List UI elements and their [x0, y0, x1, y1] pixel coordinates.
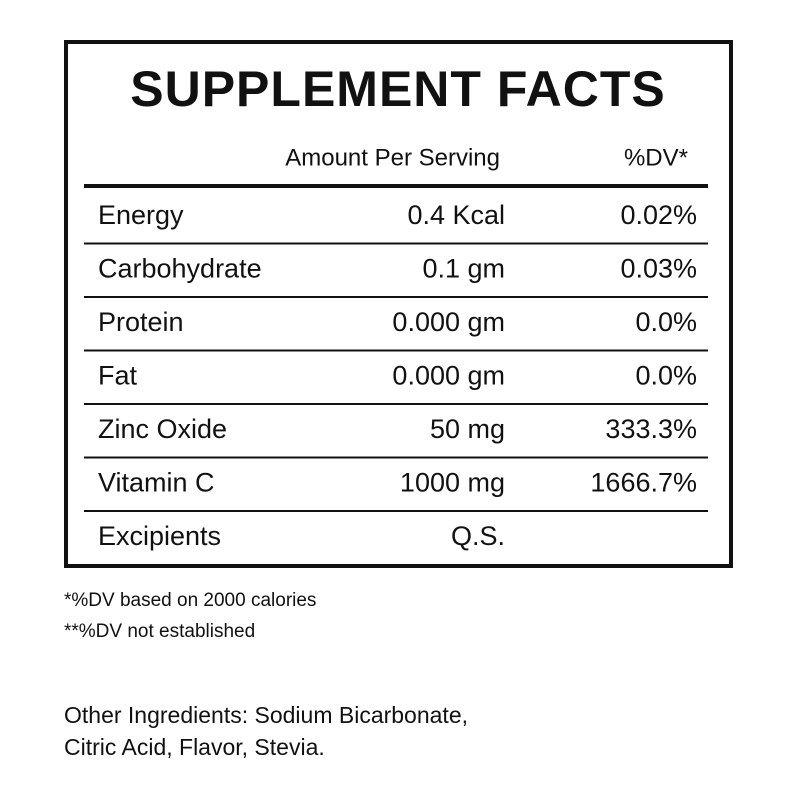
- label-border: [64, 40, 733, 568]
- table-cell: Energy: [98, 200, 184, 230]
- header-amount: Amount Per Serving: [285, 144, 500, 171]
- table-cell: Carbohydrate: [98, 253, 262, 283]
- footnote: **%DV not established: [64, 621, 255, 642]
- table-cell: 50 mg: [430, 414, 505, 444]
- table-cell: 0.4 Kcal: [407, 200, 505, 230]
- table-cell: Q.S.: [451, 521, 505, 551]
- other-ingredients: Other Ingredients: Sodium Bicarbonate,: [64, 702, 468, 728]
- table-cell: 0.0%: [635, 307, 697, 337]
- table-cell: 1000 mg: [400, 467, 505, 497]
- table-cell: 0.000 gm: [392, 360, 505, 390]
- table-cell: Zinc Oxide: [98, 414, 227, 444]
- footnote: *%DV based on 2000 calories: [64, 590, 316, 611]
- table-cell: 0.03%: [620, 253, 697, 283]
- header-dv: %DV*: [624, 144, 688, 171]
- table-cell: 333.3%: [605, 414, 697, 444]
- table-cell: Vitamin C: [98, 467, 215, 497]
- table-cell: Excipients: [98, 521, 221, 551]
- other-ingredients: Citric Acid, Flavor, Stevia.: [64, 734, 325, 760]
- table-cell: 0.000 gm: [392, 307, 505, 337]
- table-cell: Fat: [98, 360, 138, 390]
- title: SUPPLEMENT FACTS: [130, 61, 665, 117]
- table-cell: 0.0%: [635, 360, 697, 390]
- table-cell: 1666.7%: [590, 467, 697, 497]
- table-cell: Protein: [98, 307, 184, 337]
- table-cell: 0.02%: [620, 200, 697, 230]
- table-cell: 0.1 gm: [422, 253, 505, 283]
